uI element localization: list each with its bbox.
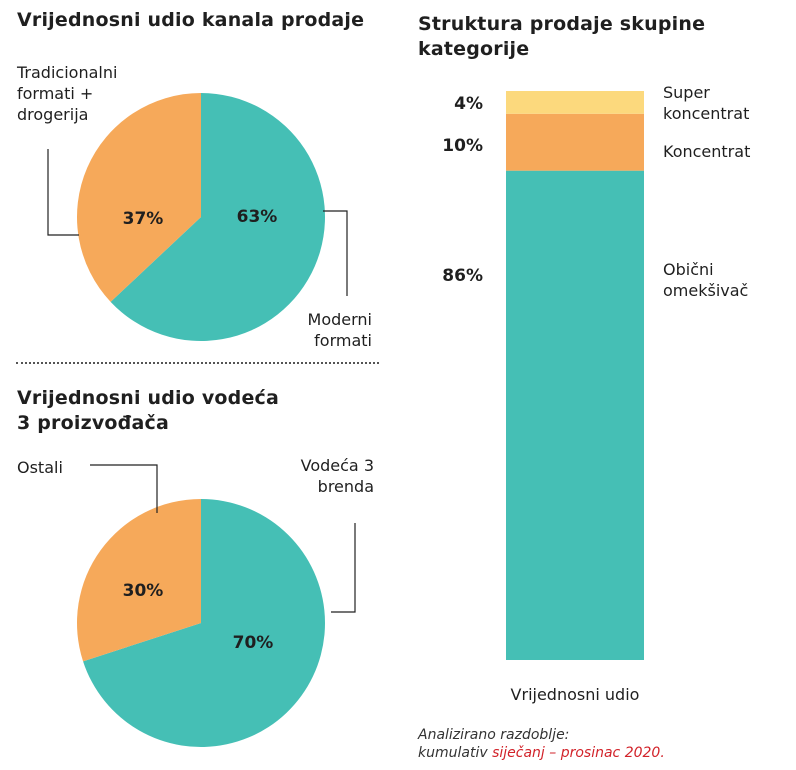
pie1-label-traditional-line-2: formati + (17, 84, 94, 103)
pie1-label-modern-line-1: Moderni (307, 310, 372, 329)
pie2-label-top3: Vodeća 3 brenda (270, 455, 374, 497)
bar-value-koncentrat: 10% (442, 136, 483, 156)
bar-legend-super-line-2: koncentrat (663, 104, 750, 123)
pie2-leader-top3 (331, 523, 356, 613)
pie2-leader-others (90, 464, 158, 513)
pie1-label-modern: Moderni formati (280, 309, 372, 351)
bar-title-line-1: Struktura prodaje skupine (418, 13, 706, 35)
footnote-line-1: Analizirano razdoblje: (418, 727, 570, 743)
section-divider (16, 362, 379, 364)
pie1-leader-traditional (47, 149, 79, 236)
pie2-title-line-1: Vrijednosni udio vodeća (17, 387, 280, 409)
pie1-slice-label-0: 63% (237, 207, 278, 227)
bar-title-line-2: kategorije (418, 38, 530, 60)
pie2-title-line-2: 3 proizvođača (17, 412, 169, 434)
bar-legend-super-line-1: Super (663, 83, 710, 102)
pie2-slice-0 (83, 499, 325, 747)
bar-legend-obicni-line-2: omekšivač (663, 281, 749, 300)
footnote: Analizirano razdoblje: kumulativ siječan… (418, 726, 665, 762)
pie2-slice-1 (76, 498, 201, 662)
pie1-slice-label-1: 37% (123, 209, 164, 229)
pie1-label-traditional-line-3: drogerija (17, 105, 89, 124)
pie2-label-top3-line-2: brenda (317, 477, 374, 496)
pie1-title: Vrijednosni udio kanala prodaje (17, 9, 365, 31)
bar-value-obicni: 86% (442, 266, 483, 286)
bar-segment-1 (506, 113, 644, 171)
pie2-label-others: Ostali (17, 457, 63, 478)
bar-legend-koncentrat-line-1: Koncentrat (663, 142, 751, 161)
pie2-label-others-line-1: Ostali (17, 458, 63, 477)
pie1-label-traditional: Tradicionalni formati + drogerija (17, 62, 117, 125)
bar-legend-obicni: Obični omekšivač (663, 259, 748, 301)
footnote-line-2: kumulativ siječanj – prosinac 2020. (418, 744, 665, 762)
footnote-prefix: kumulativ (418, 745, 493, 761)
bar-segment-0 (506, 170, 644, 660)
pie2-slice-label-1: 30% (123, 581, 164, 601)
bar-legend-koncentrat: Koncentrat (663, 141, 750, 162)
pie1-label-traditional-line-1: Tradicionalni (17, 63, 118, 82)
pie1-slice-1 (76, 93, 201, 302)
pie2-label-top3-line-1: Vodeća 3 (300, 456, 374, 475)
bar-segment-2 (506, 91, 644, 114)
pie1-slice-0 (110, 93, 326, 341)
pie1-leader-modern (323, 210, 348, 296)
bar-title: Struktura prodaje skupine kategorije (418, 12, 705, 62)
bar-legend-super: Super koncentrat (663, 82, 749, 124)
pie1-label-modern-line-2: formati (314, 331, 372, 350)
bar-category-label: Vrijednosni udio (510, 685, 640, 704)
bar-value-super: 4% (454, 94, 483, 114)
pie2-title: Vrijednosni udio vodeća 3 proizvođača (17, 386, 279, 436)
bar-legend-obicni-line-1: Obični (663, 260, 714, 279)
footnote-period: siječanj – prosinac 2020. (492, 745, 665, 761)
pie2-slice-label-0: 70% (233, 633, 274, 653)
